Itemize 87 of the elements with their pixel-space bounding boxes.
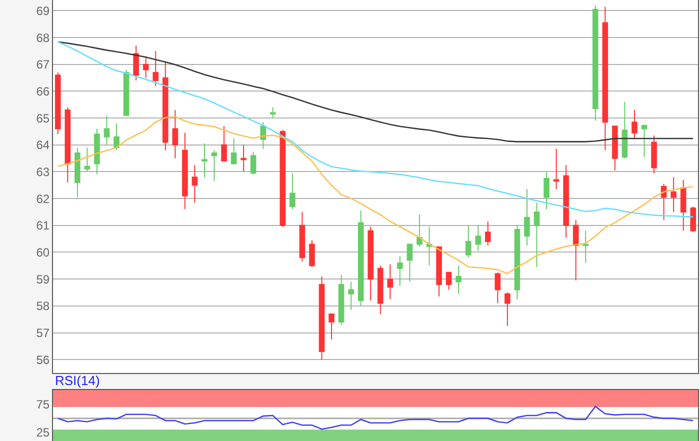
candlestick [622, 101, 628, 159]
candlestick [456, 265, 462, 294]
candlestick [74, 147, 80, 198]
candlestick [406, 244, 413, 282]
candlestick [660, 183, 667, 221]
candlestick [192, 164, 198, 204]
candlestick [270, 106, 276, 119]
candlestick [544, 171, 550, 210]
candlestick [114, 122, 120, 151]
candlestick [572, 220, 579, 281]
y-tick-label: 69 [36, 4, 50, 18]
y-tick-label: 62 [36, 192, 50, 206]
candlestick [534, 202, 540, 268]
candlestick [250, 151, 256, 175]
candlestick [202, 143, 208, 178]
y-tick-label: 68 [36, 30, 50, 45]
y-tick-label: 59 [36, 272, 50, 286]
candlestick [368, 226, 374, 302]
candlestick [260, 122, 266, 150]
candlestick [602, 6, 608, 151]
candlestick [299, 211, 306, 262]
candlestick [182, 132, 188, 210]
candlestick [553, 148, 560, 190]
candlestick [54, 72, 61, 135]
candlestick [348, 281, 354, 310]
y-tick-label: 57 [36, 326, 50, 340]
candlestick [358, 210, 364, 306]
candlestick [387, 264, 394, 300]
y-tick-label: 67 [36, 58, 50, 72]
candlestick [94, 128, 100, 175]
line-series [57, 116, 694, 274]
y-tick-label: 58 [36, 299, 50, 314]
candlestick [416, 214, 422, 248]
candlestick [280, 130, 286, 228]
candlestick [680, 179, 686, 232]
y-tick-label: 64 [36, 138, 50, 152]
candlestick [152, 50, 159, 86]
candlestick [524, 188, 530, 246]
candlestick [104, 114, 110, 146]
y-tick-label: 61 [36, 218, 50, 233]
candlestick [592, 4, 598, 122]
line-series [57, 41, 694, 142]
candlestick [446, 272, 452, 290]
candlestick [290, 172, 296, 210]
candlestick [465, 224, 472, 258]
candlestick [211, 150, 218, 182]
candlestick [123, 69, 130, 116]
candlestick [240, 144, 246, 172]
candlestick [426, 226, 432, 266]
candlestick [338, 274, 344, 326]
candlestick [563, 164, 569, 238]
candlestick [328, 313, 334, 340]
candlestick [612, 126, 618, 171]
candlestick [641, 124, 648, 158]
candlestick [475, 224, 482, 252]
line-series [57, 41, 694, 218]
candlestick [484, 220, 491, 246]
candlestick [84, 147, 90, 172]
y-tick-label: 56 [36, 352, 50, 367]
y-tick-label: 25 [36, 426, 50, 440]
line-series [57, 406, 694, 430]
y-tick-label: 63 [36, 164, 50, 179]
candlestick [651, 135, 657, 174]
chart-title: RSI(14) [55, 373, 100, 388]
y-tick-label: 65 [36, 111, 50, 126]
candlestick [514, 224, 520, 300]
candlestick [504, 292, 510, 327]
candlestick [230, 138, 237, 164]
y-tick-label: 60 [36, 245, 50, 260]
y-tick-label: 75 [36, 397, 50, 412]
candlestick [436, 246, 442, 298]
y-tick-label: 66 [36, 84, 50, 98]
candlestick [494, 272, 501, 304]
candlestick [142, 56, 149, 78]
candlestick [582, 230, 589, 264]
candlestick [133, 45, 139, 81]
candlestick [377, 265, 384, 314]
candlestick [632, 110, 638, 139]
candlestick [64, 106, 71, 183]
candlestick [690, 206, 696, 233]
candlestick [318, 276, 325, 360]
candlestick [309, 240, 315, 268]
candlestick [397, 256, 403, 286]
candlestick [670, 176, 676, 212]
candlestick [221, 126, 227, 162]
candlestick [162, 61, 168, 151]
candlestick [172, 110, 178, 159]
